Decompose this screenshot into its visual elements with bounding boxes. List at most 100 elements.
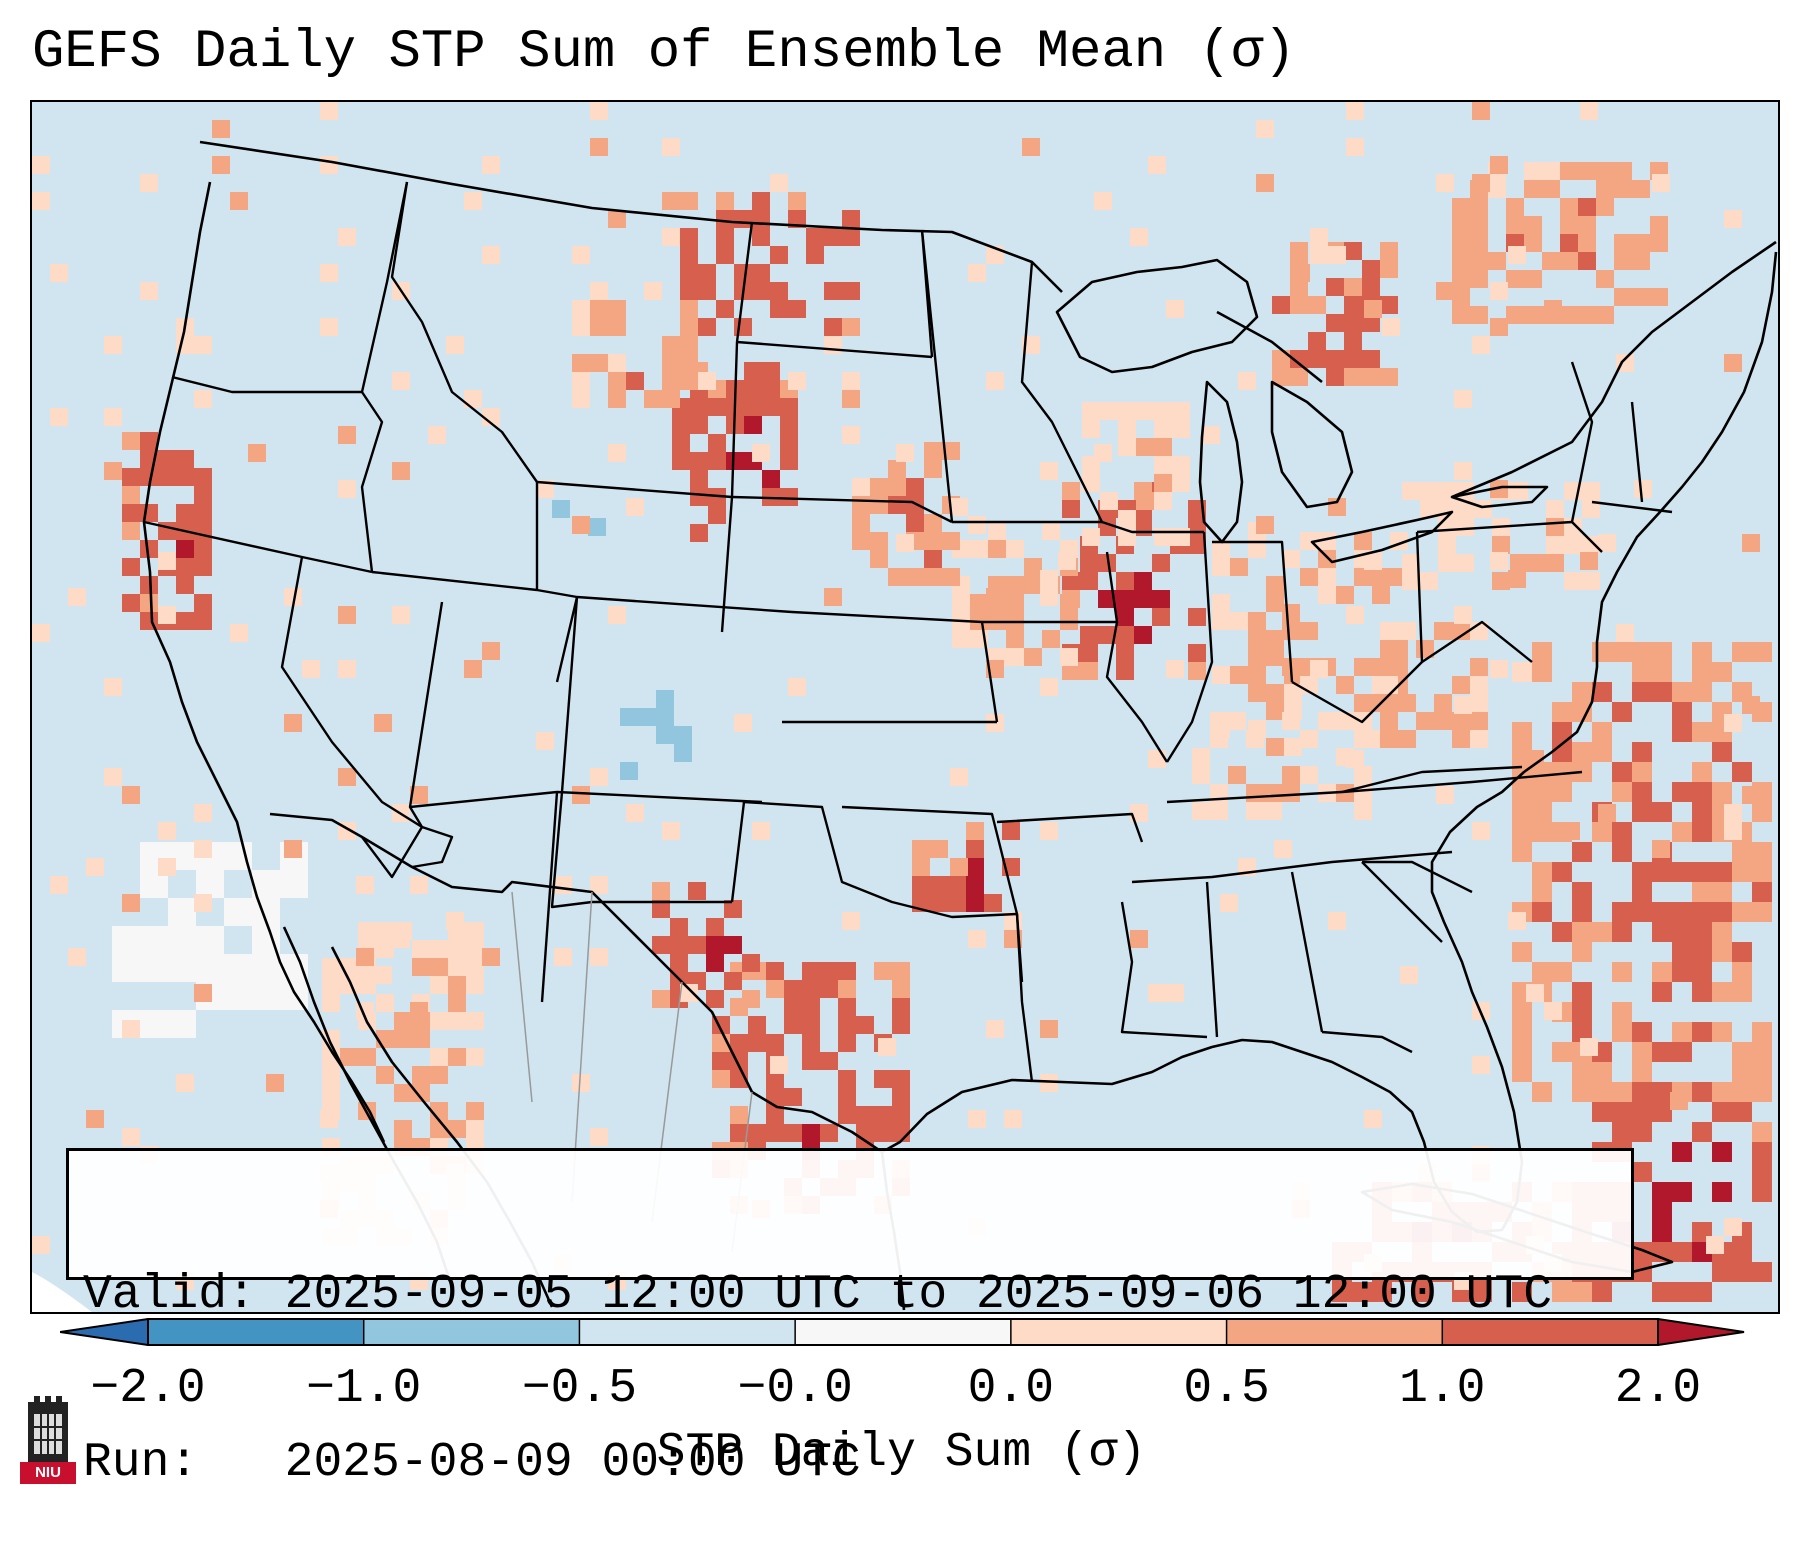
- anomaly-cell: [1040, 822, 1058, 840]
- anomaly-cell: [158, 450, 176, 468]
- anomaly-cell: [870, 478, 888, 496]
- anomaly-cell: [1632, 1162, 1652, 1182]
- anomaly-cell: [752, 822, 770, 840]
- anomaly-cell: [1354, 802, 1372, 820]
- colorbar-tick-label: −0.5: [521, 1362, 638, 1416]
- anomaly-cell: [464, 660, 482, 678]
- anomaly-cell: [140, 576, 158, 594]
- anomaly-cell: [1472, 102, 1490, 120]
- anomaly-cell: [802, 962, 820, 980]
- anomaly-cell: [680, 264, 698, 282]
- anomaly-cell: [1652, 1082, 1672, 1102]
- anomaly-cell: [762, 470, 780, 488]
- anomaly-cell: [1632, 642, 1652, 662]
- anomaly-cell: [122, 504, 140, 522]
- anomaly-cell: [322, 976, 340, 994]
- anomaly-cell: [448, 940, 466, 958]
- anomaly-cell: [656, 762, 674, 780]
- anomaly-cell: [572, 300, 590, 318]
- anomaly-cell: [690, 470, 708, 488]
- anomaly-cell: [1572, 982, 1592, 1002]
- anomaly-cell: [1632, 902, 1652, 922]
- anomaly-cell: [466, 1048, 484, 1066]
- colorbar-segments: [60, 1318, 1745, 1346]
- anomaly-cell: [1246, 784, 1264, 802]
- anomaly-cell: [1454, 606, 1472, 624]
- la-tx: [1015, 913, 1034, 1083]
- anomaly-cell: [1672, 902, 1692, 922]
- anomaly-cell: [302, 660, 320, 678]
- anomaly-region: [912, 822, 1020, 912]
- anomaly-cell: [766, 1034, 784, 1052]
- anomaly-cell: [50, 264, 68, 282]
- anomaly-cell: [1472, 822, 1490, 840]
- anomaly-cell: [874, 1124, 892, 1142]
- anomaly-cell: [410, 786, 428, 804]
- anomaly-cell: [942, 532, 960, 550]
- anomaly-cell: [1456, 554, 1474, 572]
- oh-pa: [1415, 531, 1424, 663]
- anomaly-cell: [716, 210, 734, 228]
- anomaly-cell: [1596, 162, 1614, 180]
- anomaly-cell: [1632, 682, 1652, 702]
- anomaly-cell: [734, 264, 752, 282]
- anomaly-cell: [608, 318, 626, 336]
- anomaly-cell: [1344, 368, 1362, 386]
- anomaly-cell: [1452, 270, 1470, 288]
- anomaly-cell: [1420, 482, 1438, 500]
- anomaly-cell: [784, 1016, 802, 1034]
- anomaly-cell: [446, 912, 464, 930]
- anomaly-cell: [1724, 210, 1742, 228]
- anomaly-cell: [870, 532, 888, 550]
- anomaly-cell: [888, 460, 906, 478]
- anomaly-cell: [1524, 180, 1542, 198]
- anomaly-cell: [1712, 1102, 1732, 1122]
- anomaly-cell: [122, 594, 140, 612]
- anomaly-cell: [878, 1038, 896, 1056]
- anomaly-cell: [1510, 482, 1528, 500]
- anomaly-cell: [708, 506, 726, 524]
- anomaly-cell: [680, 282, 698, 300]
- anomaly-cell: [892, 962, 910, 980]
- anomaly-cell: [780, 416, 798, 434]
- anomaly-cell: [924, 550, 942, 568]
- anomaly-cell: [1080, 572, 1098, 590]
- anomaly-cell: [176, 612, 194, 630]
- colorbar-tick-label: 1.0: [1399, 1362, 1486, 1416]
- anomaly-cell: [1042, 630, 1060, 648]
- anomaly-cell: [176, 504, 194, 522]
- anomaly-cell: [394, 1120, 412, 1138]
- anomaly-cell: [608, 354, 626, 372]
- ar-la-ms: [1120, 901, 1208, 1039]
- anomaly-cell: [708, 398, 726, 416]
- anomaly-cell: [656, 726, 674, 744]
- anomaly-cell: [1552, 762, 1572, 782]
- anomaly-cell: [1452, 252, 1470, 270]
- tn-south: [1131, 850, 1453, 884]
- anomaly-cell: [662, 372, 680, 390]
- anomaly-cell: [802, 980, 820, 998]
- anomaly-cell: [1420, 500, 1438, 518]
- lake-michigan: [1198, 380, 1244, 544]
- anomaly-cell: [194, 804, 212, 822]
- anomaly-cell: [322, 1084, 340, 1102]
- anomaly-cell: [1420, 572, 1438, 590]
- anomaly-cell: [1632, 762, 1652, 782]
- anomaly-cell: [1596, 198, 1614, 216]
- anomaly-cell: [1614, 180, 1632, 198]
- anomaly-cell: [766, 1088, 784, 1106]
- anomaly-cell: [950, 498, 968, 516]
- anomaly-cell: [104, 462, 122, 480]
- anomaly-cell: [1526, 984, 1544, 1002]
- anomaly-cell: [1632, 882, 1652, 902]
- anomaly-cell: [744, 416, 762, 434]
- anomaly-cell: [1672, 1282, 1692, 1302]
- anomaly-cell: [670, 918, 688, 936]
- anomaly-cell: [340, 1048, 358, 1066]
- anomaly-cell: [1532, 782, 1552, 802]
- anomaly-cell: [1284, 738, 1302, 756]
- anomaly-cell: [1210, 802, 1228, 820]
- anomaly-cell: [752, 210, 770, 228]
- anomaly-cell: [1136, 402, 1154, 420]
- anomaly-cell: [590, 300, 608, 318]
